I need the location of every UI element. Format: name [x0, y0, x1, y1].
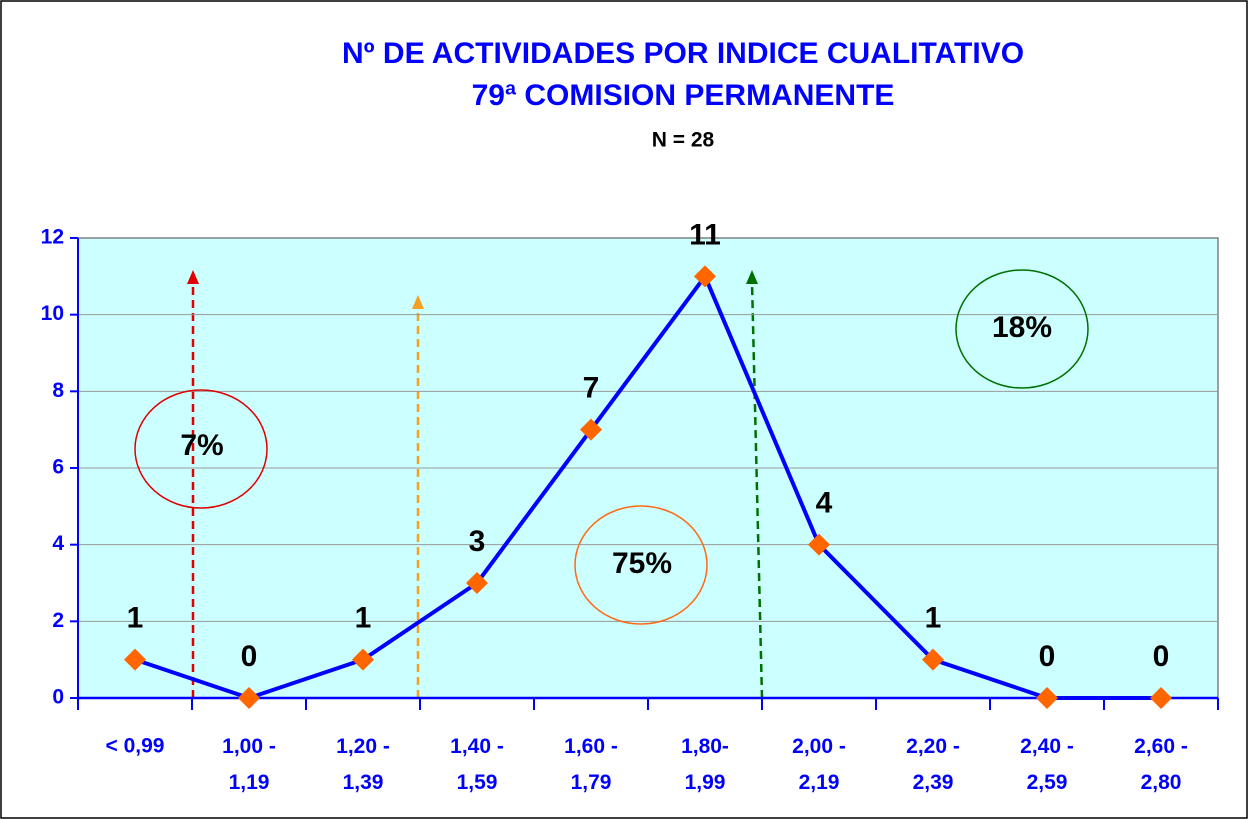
x-tick-label: 2,00 -2,19	[792, 735, 846, 794]
arrowhead	[412, 295, 424, 309]
y-tick-label: 4	[52, 532, 64, 555]
annotation: 18%	[992, 311, 1052, 344]
annotation: 7%	[180, 429, 223, 462]
arrowhead	[746, 270, 758, 284]
x-tick-label: < 0,99	[106, 735, 165, 758]
marker	[124, 648, 146, 671]
y-tick-label: 0	[52, 686, 64, 709]
data-label: 4	[816, 487, 833, 520]
arrows	[187, 270, 764, 699]
x-tick-label: 1,00 -1,19	[222, 735, 276, 794]
y-tick-label: 6	[52, 456, 64, 479]
marker	[238, 687, 260, 709]
data-label: 0	[1039, 640, 1056, 673]
chart-note: N = 28	[652, 129, 715, 152]
annotation-circle	[574, 505, 708, 625]
arrow	[750, 281, 764, 699]
x-tick-label: 1,60 -1,79	[564, 735, 618, 794]
y-tick-label: 12	[41, 226, 64, 249]
data-label: 1	[355, 602, 372, 635]
arrowhead	[187, 270, 199, 284]
data-label: 0	[1153, 640, 1170, 673]
y-tick-label: 2	[52, 609, 64, 632]
x-tick-label: 2,20 -2,39	[906, 735, 960, 794]
x-tick-label: 1,20 -1,39	[336, 735, 390, 794]
marker	[352, 648, 374, 671]
x-tick-label: 1,40 -1,59	[450, 735, 504, 794]
annotation-circle	[134, 389, 268, 509]
chart-title: Nº DE ACTIVIDADES POR INDICE CUALITATIVO	[342, 37, 1024, 70]
data-label: 0	[241, 640, 258, 673]
annotation: 75%	[612, 547, 672, 580]
data-label: 1	[925, 602, 942, 635]
marker	[580, 418, 602, 441]
data-label: 1	[127, 602, 144, 635]
data-label: 7	[583, 372, 600, 405]
annotation-circle	[955, 269, 1089, 389]
y-tick-label: 8	[52, 379, 64, 402]
data-label: 11	[689, 218, 721, 251]
marker	[466, 572, 488, 594]
data-label: 3	[469, 525, 486, 558]
x-tick-label: 1,80-1,99	[681, 735, 729, 794]
x-tick-label: 2,60 -2,80	[1134, 735, 1188, 794]
line	[134, 274, 1161, 700]
chart-subtitle: 79ª COMISION PERMANENTE	[472, 79, 895, 112]
marker	[694, 265, 716, 288]
marker	[922, 648, 944, 671]
x-tick-label: 2,40 -2,59	[1020, 735, 1074, 794]
marker	[1036, 687, 1058, 709]
marker	[808, 533, 830, 556]
y-tick-label: 10	[41, 302, 64, 325]
marker	[1150, 687, 1172, 709]
